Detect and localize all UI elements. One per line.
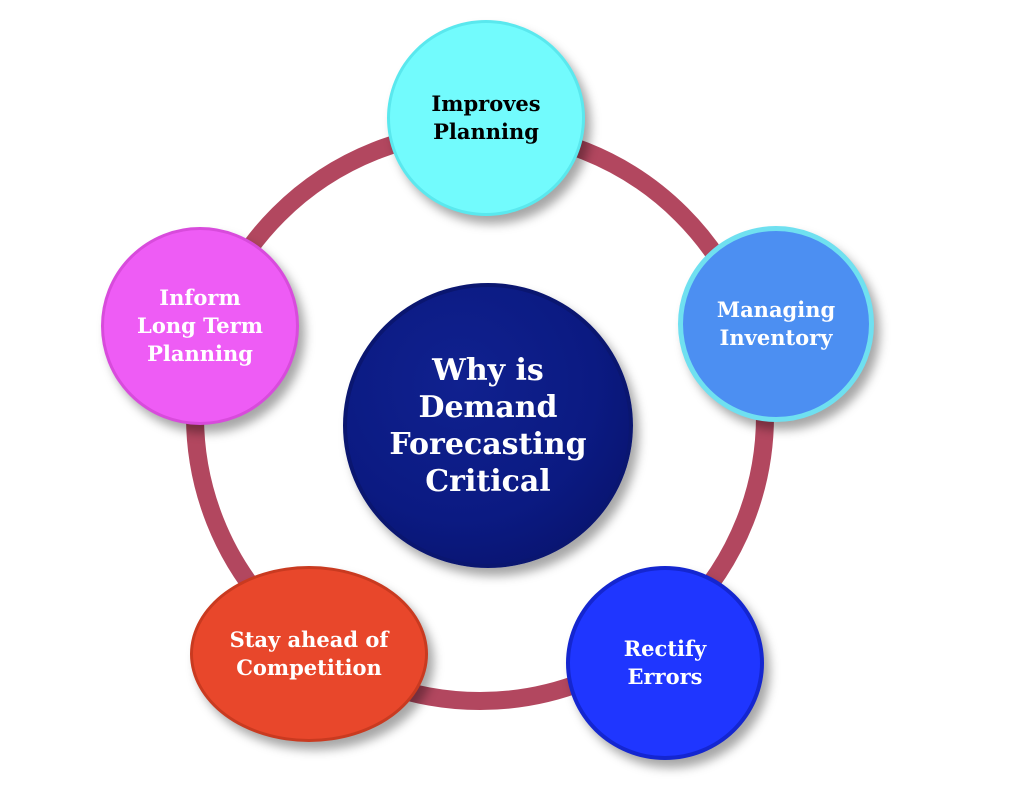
node-stay-ahead-of-competition: Stay ahead of Competition <box>190 566 428 742</box>
node-label: Stay ahead of Competition <box>229 627 389 680</box>
center-circle: Why is Demand Forecasting Critical <box>343 283 633 568</box>
node-inform-long-term-planning: Inform Long Term Planning <box>101 227 299 425</box>
node-improves-planning: Improves Planning <box>387 20 585 216</box>
node-label: Rectify Errors <box>623 636 707 689</box>
center-title: Why is Demand Forecasting Critical <box>389 352 587 499</box>
node-managing-inventory: Managing Inventory <box>678 226 874 422</box>
node-label: Inform Long Term Planning <box>137 285 263 366</box>
node-label: Improves Planning <box>431 91 541 144</box>
node-label: Managing Inventory <box>716 297 836 350</box>
node-rectify-errors: Rectify Errors <box>566 566 764 760</box>
